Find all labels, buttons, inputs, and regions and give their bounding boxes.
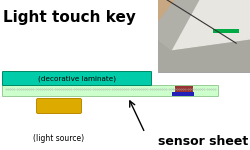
FancyBboxPatch shape — [2, 85, 218, 96]
Polygon shape — [167, 0, 250, 50]
Text: (decorative laminate): (decorative laminate) — [38, 75, 116, 82]
FancyBboxPatch shape — [2, 72, 152, 86]
Bar — [175, 86, 193, 92]
Text: sensor sheet: sensor sheet — [158, 135, 248, 148]
Text: (light source): (light source) — [34, 134, 84, 143]
Polygon shape — [158, 0, 174, 22]
Bar — [158, 0, 250, 72]
FancyBboxPatch shape — [36, 99, 82, 114]
Text: Light touch key: Light touch key — [3, 10, 136, 25]
Bar — [172, 92, 194, 96]
Bar — [213, 29, 239, 33]
Polygon shape — [158, 0, 200, 50]
Polygon shape — [158, 40, 250, 72]
